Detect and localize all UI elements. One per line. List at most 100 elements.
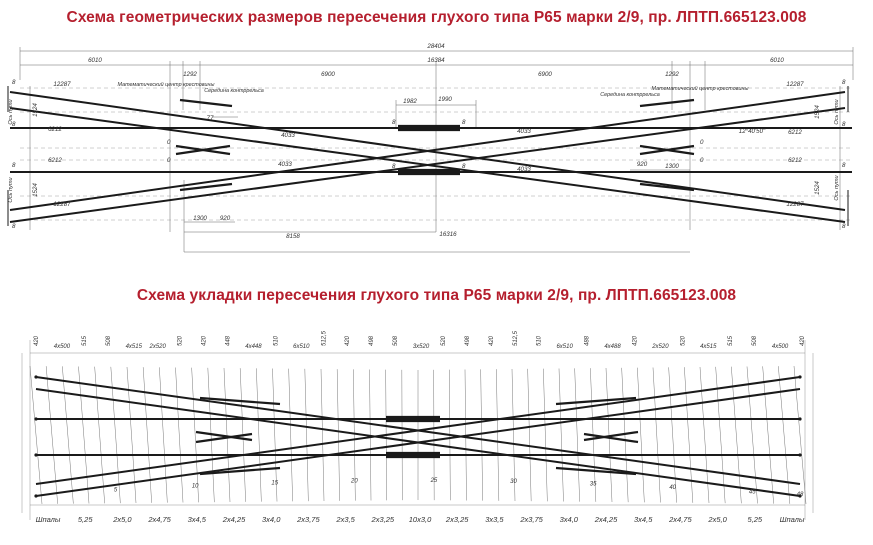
sleeper (527, 368, 532, 502)
marker-0-c: 0 (700, 139, 704, 146)
dim-bottom-920: 920 (220, 215, 231, 222)
label-math-center-left: Математический центр крестовины (118, 81, 215, 88)
marker-8-f: 8 (842, 121, 846, 128)
sleeper (159, 367, 168, 503)
dim-gauge-left-top: 1524 (32, 103, 39, 117)
sleeper (401, 369, 403, 501)
geometry-scheme (7, 47, 854, 253)
dim-right-end: 6010 (770, 57, 784, 64)
layout-top-dim: 420 (489, 335, 495, 346)
sleeper (78, 366, 90, 504)
dim-4033-right-bottom: 4033 (517, 166, 531, 173)
marker-0-a: 0 (167, 139, 171, 146)
layout-top-dim: 420 (800, 335, 806, 346)
sleeper (558, 368, 564, 502)
layout-top-dim: 488 (585, 335, 591, 346)
dim-center-1982: 1982 (403, 98, 417, 105)
layout-bottom-dim: 2x3,25 (445, 515, 469, 524)
layout-bottom-dim: 3x3,5 (485, 515, 504, 524)
dim-right-920: 920 (637, 161, 648, 168)
sleeper (778, 366, 791, 504)
label-guard-mid-right: Середина контррельса (600, 92, 660, 98)
layout-sleepers (29, 365, 807, 505)
sleeper (175, 367, 184, 503)
sleeper (574, 368, 580, 502)
dim-6212-right-top: 6212 (788, 129, 802, 136)
sleeper (142, 367, 152, 503)
layout-dimension-lines (21, 340, 814, 520)
layout-bottom-dim: 3x4,0 (262, 515, 281, 524)
dim-6212-left-top: 6212 (48, 126, 62, 133)
layout-bottom-dim: 2x3,75 (296, 515, 320, 524)
layout-top-dim: 420 (632, 335, 638, 346)
sleeper (62, 366, 74, 504)
layout-top-dim: 420 (345, 335, 351, 346)
layout-top-dim: 515 (82, 335, 88, 346)
geometry-axis-lines (20, 87, 853, 221)
sleeper (94, 366, 105, 504)
layout-top-dim: 510 (273, 335, 279, 346)
dim-gauge-right-top: 1524 (814, 105, 821, 119)
layout-rails (35, 376, 801, 497)
dim-track-left-top: 12287 (53, 81, 71, 88)
dim-left-mid: 6900 (321, 71, 335, 78)
layout-bottom-dim: 2x5,0 (707, 515, 727, 524)
sleeper (336, 369, 340, 501)
layout-top-dimension-labels: 420 4x500 515 508 4x515 2x520 520 420 448 4x448 51… (34, 330, 806, 350)
marker-8-j: 8 (462, 119, 466, 126)
sleeper (762, 366, 774, 504)
dim-gauge-right-bottom: 1524 (814, 181, 821, 195)
layout-top-dim: 520 (680, 335, 686, 346)
sleeper (668, 367, 677, 503)
axis-label-right-bottom: Ось пути (834, 175, 840, 200)
layout-top-dim: 6x510 (556, 344, 573, 350)
layout-top-dim: 4x500 (54, 344, 71, 350)
sleeper (637, 367, 645, 503)
dim-left-end: 6010 (88, 57, 102, 64)
sleeper (480, 369, 483, 501)
layout-sleeper-number: 30 (510, 479, 517, 485)
layout-sleeper-number: 48 (797, 492, 804, 498)
layout-bottom-dim: 2x3,25 (371, 515, 395, 524)
layout-bottom-dim: 2x4,25 (594, 515, 618, 524)
dim-half: 16384 (427, 57, 445, 64)
layout-bottom-dim: 3x4,5 (634, 515, 653, 524)
layout-top-dim: 4x500 (772, 344, 789, 350)
sleeper (288, 368, 293, 502)
layout-top-dim: 420 (34, 335, 40, 346)
layout-bottom-dim: 2x4,25 (222, 515, 246, 524)
layout-bottom-dim: 2x4,75 (668, 515, 692, 524)
layout-bottom-dim: 2x3,75 (519, 515, 543, 524)
marker-8-c: 8 (12, 162, 16, 169)
layout-top-dim: 508 (752, 335, 758, 346)
layout-top-dim: 508 (106, 335, 112, 346)
layout-sleeper-number: 40 (669, 485, 676, 491)
sleeper (605, 367, 613, 503)
dim-77: 77 (207, 115, 214, 122)
marker-8-a: 8 (12, 79, 16, 86)
layout-top-dim: 520 (178, 335, 184, 346)
layout-top-dim: 2x520 (149, 344, 167, 350)
dim-8158: 8158 (286, 233, 300, 240)
geometry-guard-rails (175, 98, 695, 192)
dim-angle: 12°40'50" (739, 128, 766, 135)
geometry-scheme-title: Схема геометрических размеров пересечени… (66, 9, 807, 26)
dim-right-1292: 1292 (665, 71, 679, 78)
sleeper (223, 367, 231, 503)
dim-left-1292: 1292 (183, 71, 197, 78)
sleeper (496, 369, 500, 501)
marker-0-d: 0 (700, 157, 704, 164)
layout-top-dim: 6x510 (293, 344, 310, 350)
axis-label-left-top: Ось пути (8, 99, 14, 124)
sleeper (320, 368, 325, 502)
sleeper (511, 368, 516, 502)
layout-scheme-title: Схема укладки пересечения глухого типа Р… (136, 287, 737, 304)
marker-8-d: 8 (12, 223, 16, 230)
dim-track-left-bottom: 12287 (53, 201, 71, 208)
layout-sleeper-number: 45 (749, 489, 756, 495)
dim-track-right-bottom: 12287 (786, 201, 804, 208)
layout-top-dim: 510 (537, 335, 543, 346)
layout-rail-ends (34, 375, 802, 498)
dim-16316: 16316 (439, 231, 457, 238)
